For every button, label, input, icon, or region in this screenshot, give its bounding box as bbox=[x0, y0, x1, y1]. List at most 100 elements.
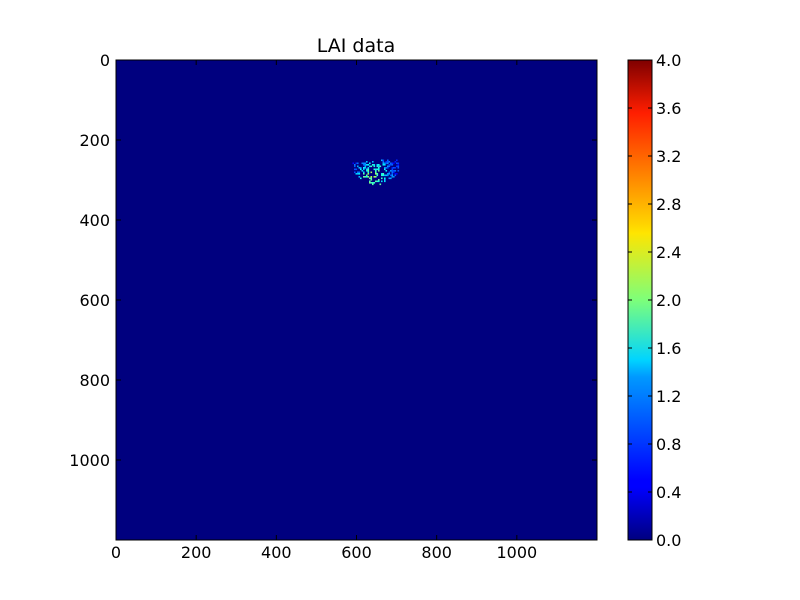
lai-pixel bbox=[397, 164, 400, 166]
lai-pixel bbox=[381, 180, 383, 183]
lai-pixel bbox=[370, 179, 373, 181]
lai-pixel bbox=[370, 176, 373, 178]
lai-pixel bbox=[369, 162, 371, 165]
lai-pixel bbox=[391, 171, 394, 174]
lai-pixel bbox=[384, 179, 386, 181]
lai-pixel bbox=[354, 165, 356, 168]
lai-pixel bbox=[381, 159, 383, 162]
lai-pixel bbox=[379, 183, 382, 186]
y-tick-label: 600 bbox=[79, 291, 110, 310]
y-tick-label: 800 bbox=[79, 371, 110, 390]
lai-pixel bbox=[358, 171, 361, 174]
lai-pixel bbox=[391, 167, 394, 169]
lai-pixel bbox=[378, 179, 380, 181]
lai-pixel bbox=[366, 170, 368, 172]
lai-pixel bbox=[373, 182, 376, 184]
image-background bbox=[116, 60, 597, 540]
x-tick-label: 0 bbox=[111, 543, 121, 562]
lai-pixel bbox=[391, 174, 394, 177]
lai-pixel bbox=[396, 173, 398, 175]
colorbar-tick-label: 0.8 bbox=[656, 435, 681, 454]
lai-pixel bbox=[396, 162, 398, 165]
lai-pixel bbox=[361, 170, 364, 172]
lai-pixel bbox=[388, 164, 391, 166]
lai-pixel bbox=[394, 174, 397, 177]
lai-pixel bbox=[385, 161, 388, 163]
colorbar-tick-label: 3.6 bbox=[656, 99, 681, 118]
y-axis: 0 200 400 600 800 1000 bbox=[69, 51, 597, 470]
lai-pixel bbox=[381, 174, 383, 177]
colorbar-tick-label: 2.4 bbox=[656, 243, 681, 262]
lai-pixel bbox=[391, 170, 394, 172]
lai-feature bbox=[352, 159, 400, 186]
lai-pixel bbox=[384, 168, 386, 171]
lai-pixel bbox=[363, 162, 365, 165]
lai-pixel bbox=[390, 162, 392, 165]
lai-pixel bbox=[360, 168, 362, 171]
lai-pixel bbox=[369, 180, 371, 183]
lai-pixel bbox=[376, 180, 379, 183]
lai-pixel bbox=[367, 170, 370, 172]
lai-pixel bbox=[385, 174, 388, 177]
lai-pixel bbox=[387, 161, 389, 163]
colorbar-tick-label: 1.2 bbox=[656, 387, 681, 406]
lai-pixel bbox=[387, 165, 389, 168]
lai-pixel bbox=[391, 173, 394, 175]
lai-pixel bbox=[363, 167, 365, 169]
lai-pixel bbox=[372, 164, 374, 166]
lai-pixel bbox=[369, 165, 371, 168]
lai-pixel bbox=[364, 167, 367, 169]
lai-pixel bbox=[373, 168, 376, 171]
lai-pixel bbox=[391, 162, 394, 165]
lai-pixel bbox=[357, 171, 359, 174]
lai-pixel bbox=[387, 173, 389, 175]
lai-pixel bbox=[364, 165, 367, 168]
lai-pixel bbox=[384, 174, 386, 177]
lai-pixel bbox=[358, 176, 361, 178]
lai-pixel bbox=[366, 176, 368, 178]
lai-pixel bbox=[364, 162, 367, 165]
lai-pixel bbox=[388, 161, 391, 163]
lai-pixel bbox=[385, 170, 388, 172]
y-tick-label: 1000 bbox=[69, 451, 110, 470]
colorbar-tick-label: 1.6 bbox=[656, 339, 681, 358]
colorbar-tick-label: 0.0 bbox=[656, 531, 681, 550]
lai-pixel bbox=[373, 164, 376, 166]
lai-pixel bbox=[397, 167, 400, 169]
lai-pixel bbox=[391, 164, 394, 166]
lai-pixel bbox=[355, 168, 358, 171]
lai-pixel bbox=[385, 162, 388, 165]
lai-pixel bbox=[357, 162, 359, 165]
lai-pixel bbox=[390, 164, 392, 166]
colorbar-tick-label: 2.0 bbox=[656, 291, 681, 310]
lai-pixel bbox=[390, 174, 392, 177]
y-tick-label: 400 bbox=[79, 211, 110, 230]
lai-pixel bbox=[391, 168, 394, 171]
lai-pixel bbox=[388, 165, 391, 168]
lai-pixel bbox=[354, 171, 356, 174]
lai-pixel bbox=[394, 173, 397, 175]
lai-pixel bbox=[364, 176, 367, 178]
lai-pixel bbox=[376, 173, 379, 175]
lai-pixel bbox=[367, 173, 370, 175]
lai-pixel bbox=[393, 176, 395, 178]
x-axis: 0 200 400 600 800 1000 bbox=[111, 60, 537, 562]
lai-pixel bbox=[372, 182, 374, 184]
lai-pixel bbox=[396, 159, 398, 162]
lai-pixel bbox=[393, 171, 395, 174]
lai-pixel bbox=[387, 174, 389, 177]
lai-pixel bbox=[373, 176, 376, 178]
lai-pixel bbox=[387, 167, 389, 169]
lai-pixel bbox=[355, 162, 358, 165]
lai-pixel bbox=[375, 168, 377, 171]
lai-pixel bbox=[393, 162, 395, 165]
lai-pixel bbox=[363, 164, 365, 166]
lai-pixel bbox=[363, 171, 365, 174]
lai-pixel bbox=[366, 168, 368, 171]
lai-pixel bbox=[376, 174, 379, 177]
lai-pixel bbox=[364, 164, 367, 166]
lai-pixel bbox=[397, 162, 400, 165]
lai-pixel bbox=[393, 170, 395, 172]
lai-pixel bbox=[378, 180, 380, 183]
lai-pixel bbox=[397, 165, 400, 168]
